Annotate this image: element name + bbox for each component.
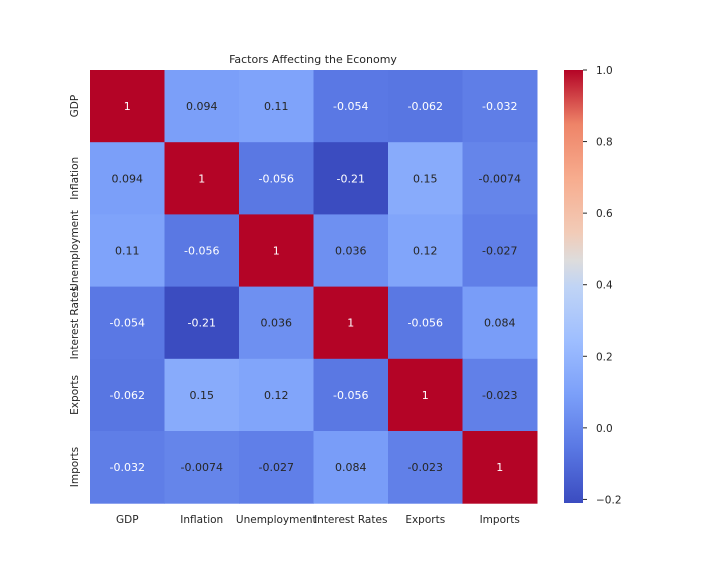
cell-value-label: 1 <box>422 389 429 402</box>
colorbar-tick-label: 0.6 <box>596 208 613 220</box>
heatmap-cell <box>462 70 538 143</box>
heatmap-cell <box>313 431 389 504</box>
cell-value-label: -0.21 <box>188 317 216 330</box>
cell-value-label: -0.062 <box>408 100 443 113</box>
colorbar-tick-label: 0.4 <box>596 280 613 292</box>
cell-value-label: 0.15 <box>190 389 215 402</box>
cell-value-label: -0.032 <box>110 461 145 474</box>
cell-value-label: 0.094 <box>112 172 144 185</box>
heatmap-cell <box>164 431 240 504</box>
cell-value-label: 0.12 <box>413 245 438 258</box>
heatmap-cell <box>164 70 240 143</box>
heatmap-cell <box>313 142 389 215</box>
heatmap-cell <box>462 358 538 432</box>
heatmap-cell <box>90 70 165 143</box>
cell-value-label: -0.054 <box>110 317 145 330</box>
heatmap-cell <box>462 142 538 215</box>
cell-value-label: -0.027 <box>259 461 294 474</box>
heatmap-cell <box>239 358 314 432</box>
cell-value-label: 0.084 <box>335 461 367 474</box>
heatmap-cell <box>164 214 240 288</box>
heatmap-cell <box>313 286 389 360</box>
cell-value-label: 0.11 <box>264 100 289 113</box>
heatmap-cell <box>313 70 389 143</box>
heatmap-cell <box>239 431 314 504</box>
cell-value-label: 0.12 <box>264 389 289 402</box>
heatmap-cell <box>90 142 165 215</box>
heatmap-cell <box>388 142 463 215</box>
heatmap-cell <box>388 214 463 288</box>
cell-value-label: 1 <box>198 172 205 185</box>
colorbar-tick-label: 1.0 <box>596 65 613 77</box>
cell-value-label: 0.15 <box>413 172 438 185</box>
cell-value-label: -0.023 <box>408 461 443 474</box>
y-tick-label: Imports <box>69 447 81 487</box>
colorbar <box>564 70 583 503</box>
cell-value-label: -0.023 <box>482 389 517 402</box>
colorbar-ticks: 1.0 0.8 0.6 0.4 0.2 0.0 −0.2 <box>583 65 622 506</box>
cell-value-label: -0.056 <box>184 245 219 258</box>
y-tick-label: Inflation <box>69 157 81 200</box>
y-tick-label: Exports <box>69 375 81 415</box>
y-tick-label: Unemployment <box>69 210 81 291</box>
colorbar-tick-label: 0.2 <box>596 351 613 363</box>
y-tick-label: GDP <box>69 95 81 118</box>
heatmap-cell <box>90 431 165 504</box>
x-tick-label: Unemployment <box>236 514 317 526</box>
heatmap-cell <box>388 286 463 360</box>
cell-value-label: 1 <box>273 245 280 258</box>
heatmap-cell <box>90 358 165 432</box>
x-tick-label: Interest Rates <box>314 514 387 526</box>
cell-value-label: -0.056 <box>259 172 294 185</box>
heatmap-cell <box>313 214 389 288</box>
colorbar-tick-label: 0.0 <box>596 423 613 435</box>
x-tick-label: Imports <box>480 514 520 526</box>
heatmap-cell <box>462 431 538 504</box>
cell-value-label: 0.094 <box>186 100 218 113</box>
cell-value-label: 1 <box>347 317 354 330</box>
cell-value-label: 0.036 <box>261 317 293 330</box>
heatmap-cell <box>239 142 314 215</box>
cell-value-label: 0.036 <box>335 245 367 258</box>
colorbar-tick-label: 0.8 <box>596 137 613 149</box>
cell-value-label: 0.11 <box>115 245 140 258</box>
heatmap-cell <box>164 286 240 360</box>
cell-value-label: -0.21 <box>337 172 365 185</box>
heatmap-cell <box>164 142 240 215</box>
cell-value-label: -0.056 <box>408 317 443 330</box>
heatmap-cell <box>90 286 165 360</box>
cell-value-label: -0.054 <box>333 100 368 113</box>
cell-value-label: -0.032 <box>482 100 517 113</box>
heatmap-cell <box>462 286 538 360</box>
heatmap-cell <box>462 214 538 288</box>
heatmap-cell <box>239 70 314 143</box>
x-tick-label: GDP <box>116 514 139 526</box>
heatmap-cell <box>313 358 389 432</box>
heatmap-cell <box>388 358 463 432</box>
heatmap-cell <box>239 214 314 288</box>
heatmap-cell <box>164 358 240 432</box>
cell-value-label: -0.0074 <box>181 461 223 474</box>
cell-value-label: -0.062 <box>110 389 145 402</box>
cell-value-label: -0.027 <box>482 245 517 258</box>
chart-title: Factors Affecting the Economy <box>229 53 397 66</box>
cell-value-label: 1 <box>124 100 131 113</box>
y-tick-label: Interest Rates <box>69 286 81 359</box>
cell-value-label: -0.056 <box>333 389 368 402</box>
heatmap-cell <box>388 70 463 143</box>
heatmap-cell <box>90 214 165 288</box>
heatmap-cell <box>388 431 463 504</box>
cell-value-label: 1 <box>496 461 503 474</box>
cell-value-label: -0.0074 <box>479 172 521 185</box>
heatmap-cell <box>239 286 314 360</box>
x-tick-label: Exports <box>405 514 445 526</box>
cell-value-label: 0.084 <box>484 317 516 330</box>
colorbar-tick-label: −0.2 <box>596 494 622 506</box>
heatmap-cells: 1 0.094 0.11 -0.054 -0.062 -0.032 0.094 1 -0.056… <box>90 70 538 504</box>
x-tick-label: Inflation <box>180 514 223 526</box>
